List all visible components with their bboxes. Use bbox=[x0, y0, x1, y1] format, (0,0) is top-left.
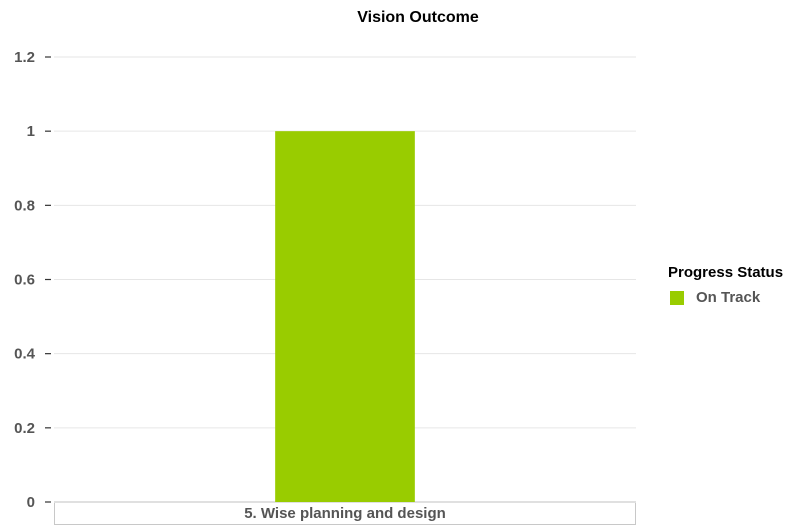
legend-label: On Track bbox=[696, 289, 761, 306]
y-tick-label: 0.6 bbox=[14, 272, 35, 289]
y-tick-label: 1 bbox=[27, 123, 35, 140]
legend: Progress Status On Track bbox=[668, 264, 783, 306]
chart-title: Vision Outcome bbox=[357, 9, 479, 26]
bar-on-track[interactable] bbox=[275, 131, 415, 502]
y-axis: 0 0.2 0.4 0.6 0.8 1 1.2 bbox=[14, 49, 51, 511]
y-tick-label: 1.2 bbox=[14, 49, 35, 66]
x-tick-label: 5. Wise planning and design bbox=[244, 505, 446, 522]
y-tick-label: 0.2 bbox=[14, 420, 35, 437]
y-tick-label: 0 bbox=[27, 494, 35, 511]
bars bbox=[275, 131, 415, 502]
legend-title: Progress Status bbox=[668, 264, 784, 281]
legend-swatch bbox=[670, 290, 684, 305]
legend-item-on-track[interactable]: On Track bbox=[670, 289, 783, 306]
x-axis-category-box: 5. Wise planning and design bbox=[54, 503, 636, 525]
y-tick-label: 0.8 bbox=[14, 197, 35, 214]
y-tick-label: 0.4 bbox=[14, 346, 36, 363]
